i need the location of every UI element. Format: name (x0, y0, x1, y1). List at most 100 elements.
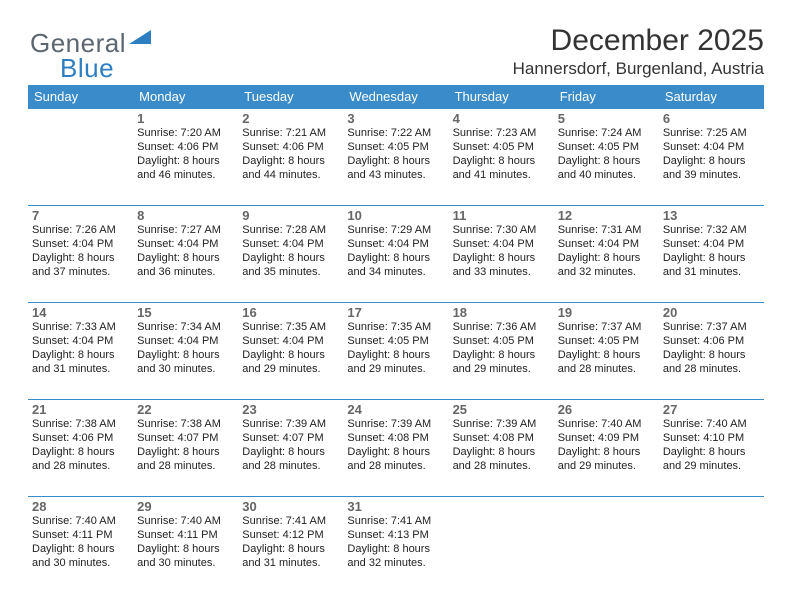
day-number: 21 (32, 402, 129, 418)
sunset-line: Sunset: 4:04 PM (242, 238, 339, 252)
weekday-header: Tuesday (238, 85, 343, 109)
daylight-line-1: Daylight: 8 hours (32, 252, 129, 266)
daylight-line-2: and 44 minutes. (242, 169, 339, 183)
calendar-day-cell: 29Sunrise: 7:40 AMSunset: 4:11 PMDayligh… (133, 497, 238, 594)
calendar-day-cell (449, 497, 554, 594)
calendar-day-cell: 12Sunrise: 7:31 AMSunset: 4:04 PMDayligh… (554, 206, 659, 303)
daylight-line-2: and 30 minutes. (137, 363, 234, 377)
calendar-day-cell: 28Sunrise: 7:40 AMSunset: 4:11 PMDayligh… (28, 497, 133, 594)
day-number: 28 (32, 499, 129, 515)
daylight-line-2: and 32 minutes. (558, 266, 655, 280)
daylight-line-2: and 28 minutes. (347, 460, 444, 474)
sunset-line: Sunset: 4:04 PM (663, 141, 760, 155)
daylight-line-2: and 28 minutes. (242, 460, 339, 474)
sunrise-line: Sunrise: 7:29 AM (347, 224, 444, 238)
calendar-day-cell: 31Sunrise: 7:41 AMSunset: 4:13 PMDayligh… (343, 497, 448, 594)
sunset-line: Sunset: 4:05 PM (558, 141, 655, 155)
daylight-line-2: and 29 minutes. (453, 363, 550, 377)
weekday-header: Sunday (28, 85, 133, 109)
daylight-line-1: Daylight: 8 hours (663, 155, 760, 169)
daylight-line-1: Daylight: 8 hours (242, 446, 339, 460)
daylight-line-1: Daylight: 8 hours (32, 543, 129, 557)
sunrise-line: Sunrise: 7:39 AM (347, 418, 444, 432)
calendar-day-cell: 9Sunrise: 7:28 AMSunset: 4:04 PMDaylight… (238, 206, 343, 303)
sunset-line: Sunset: 4:07 PM (242, 432, 339, 446)
daylight-line-1: Daylight: 8 hours (32, 446, 129, 460)
daylight-line-1: Daylight: 8 hours (558, 349, 655, 363)
calendar-day-cell: 13Sunrise: 7:32 AMSunset: 4:04 PMDayligh… (659, 206, 764, 303)
sunset-line: Sunset: 4:10 PM (663, 432, 760, 446)
daylight-line-1: Daylight: 8 hours (453, 349, 550, 363)
daylight-line-2: and 31 minutes. (663, 266, 760, 280)
daylight-line-1: Daylight: 8 hours (242, 252, 339, 266)
day-number: 10 (347, 208, 444, 224)
daylight-line-1: Daylight: 8 hours (242, 543, 339, 557)
sunrise-line: Sunrise: 7:25 AM (663, 127, 760, 141)
daylight-line-1: Daylight: 8 hours (453, 155, 550, 169)
calendar-day-cell: 24Sunrise: 7:39 AMSunset: 4:08 PMDayligh… (343, 400, 448, 497)
sunrise-line: Sunrise: 7:40 AM (663, 418, 760, 432)
sunset-line: Sunset: 4:05 PM (558, 335, 655, 349)
daylight-line-2: and 29 minutes. (663, 460, 760, 474)
weekday-header: Friday (554, 85, 659, 109)
day-number: 14 (32, 305, 129, 321)
daylight-line-2: and 28 minutes. (558, 363, 655, 377)
daylight-line-2: and 34 minutes. (347, 266, 444, 280)
sunset-line: Sunset: 4:06 PM (242, 141, 339, 155)
sunset-line: Sunset: 4:05 PM (453, 335, 550, 349)
daylight-line-2: and 43 minutes. (347, 169, 444, 183)
calendar-day-cell: 23Sunrise: 7:39 AMSunset: 4:07 PMDayligh… (238, 400, 343, 497)
daylight-line-1: Daylight: 8 hours (137, 446, 234, 460)
sunrise-line: Sunrise: 7:40 AM (558, 418, 655, 432)
sunset-line: Sunset: 4:05 PM (347, 335, 444, 349)
daylight-line-2: and 30 minutes. (32, 557, 129, 571)
daylight-line-1: Daylight: 8 hours (137, 155, 234, 169)
daylight-line-2: and 37 minutes. (32, 266, 129, 280)
calendar-day-cell: 17Sunrise: 7:35 AMSunset: 4:05 PMDayligh… (343, 303, 448, 400)
sunset-line: Sunset: 4:08 PM (347, 432, 444, 446)
sunrise-line: Sunrise: 7:24 AM (558, 127, 655, 141)
sunset-line: Sunset: 4:04 PM (137, 238, 234, 252)
sunrise-line: Sunrise: 7:33 AM (32, 321, 129, 335)
daylight-line-1: Daylight: 8 hours (347, 252, 444, 266)
calendar-day-cell: 3Sunrise: 7:22 AMSunset: 4:05 PMDaylight… (343, 109, 448, 206)
sunrise-line: Sunrise: 7:37 AM (663, 321, 760, 335)
daylight-line-2: and 41 minutes. (453, 169, 550, 183)
calendar-day-cell: 11Sunrise: 7:30 AMSunset: 4:04 PMDayligh… (449, 206, 554, 303)
daylight-line-1: Daylight: 8 hours (453, 446, 550, 460)
sunrise-line: Sunrise: 7:41 AM (242, 515, 339, 529)
calendar-day-cell: 10Sunrise: 7:29 AMSunset: 4:04 PMDayligh… (343, 206, 448, 303)
sunrise-line: Sunrise: 7:38 AM (32, 418, 129, 432)
sunset-line: Sunset: 4:11 PM (137, 529, 234, 543)
calendar-day-cell: 2Sunrise: 7:21 AMSunset: 4:06 PMDaylight… (238, 109, 343, 206)
day-number: 20 (663, 305, 760, 321)
weekday-header-row: SundayMondayTuesdayWednesdayThursdayFrid… (28, 85, 764, 109)
day-number: 31 (347, 499, 444, 515)
day-number: 29 (137, 499, 234, 515)
sunset-line: Sunset: 4:05 PM (347, 141, 444, 155)
daylight-line-2: and 32 minutes. (347, 557, 444, 571)
weekday-header: Saturday (659, 85, 764, 109)
calendar-day-cell (659, 497, 764, 594)
sunrise-line: Sunrise: 7:39 AM (242, 418, 339, 432)
daylight-line-1: Daylight: 8 hours (137, 252, 234, 266)
daylight-line-1: Daylight: 8 hours (663, 349, 760, 363)
brand-logo: General Blue (30, 28, 151, 84)
calendar-day-cell: 26Sunrise: 7:40 AMSunset: 4:09 PMDayligh… (554, 400, 659, 497)
day-number: 1 (137, 111, 234, 127)
sunset-line: Sunset: 4:12 PM (242, 529, 339, 543)
day-number: 27 (663, 402, 760, 418)
logo-triangle-icon (129, 28, 151, 49)
calendar-day-cell: 8Sunrise: 7:27 AMSunset: 4:04 PMDaylight… (133, 206, 238, 303)
weekday-header: Wednesday (343, 85, 448, 109)
daylight-line-1: Daylight: 8 hours (347, 349, 444, 363)
daylight-line-1: Daylight: 8 hours (242, 155, 339, 169)
sunrise-line: Sunrise: 7:41 AM (347, 515, 444, 529)
sunset-line: Sunset: 4:06 PM (32, 432, 129, 446)
day-number: 16 (242, 305, 339, 321)
sunrise-line: Sunrise: 7:40 AM (32, 515, 129, 529)
sunrise-line: Sunrise: 7:20 AM (137, 127, 234, 141)
daylight-line-2: and 35 minutes. (242, 266, 339, 280)
sunset-line: Sunset: 4:04 PM (453, 238, 550, 252)
sunset-line: Sunset: 4:13 PM (347, 529, 444, 543)
